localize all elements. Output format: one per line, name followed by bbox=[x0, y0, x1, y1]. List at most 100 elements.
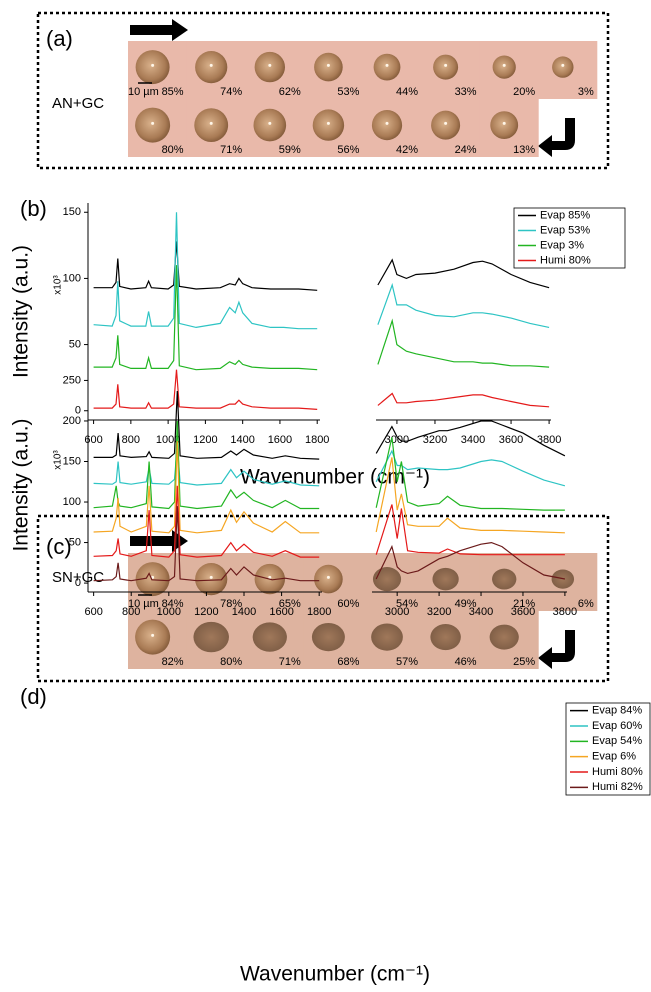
droplet-highlight bbox=[444, 121, 448, 125]
droplet bbox=[314, 564, 343, 594]
spectrum-line bbox=[375, 541, 566, 580]
x-tick-label: 3400 bbox=[461, 434, 485, 446]
spectrum-line bbox=[375, 504, 565, 556]
y-tick-label: 200 bbox=[63, 415, 81, 427]
legend-box bbox=[513, 207, 626, 269]
x-tick-label: 3800 bbox=[537, 434, 561, 446]
x-tick-label: 600 bbox=[84, 606, 102, 618]
droplet bbox=[135, 50, 170, 85]
rh-label: 13% bbox=[513, 144, 535, 156]
droplet bbox=[371, 623, 403, 651]
x-tick-label: 1600 bbox=[268, 434, 292, 446]
legend-label: Evap 85% bbox=[540, 209, 590, 221]
legend-label: Evap 53% bbox=[540, 224, 590, 236]
rh-label: 6% bbox=[578, 598, 594, 610]
spectrum-line bbox=[377, 318, 550, 368]
droplet bbox=[489, 624, 519, 650]
rh-label: 80% bbox=[162, 144, 184, 156]
curved-arrow bbox=[538, 630, 575, 669]
droplet-highlight bbox=[326, 63, 330, 67]
droplet bbox=[492, 568, 517, 590]
x-tick-label: 3400 bbox=[469, 606, 493, 618]
droplet bbox=[195, 51, 228, 84]
sample-name: AN+GC bbox=[52, 95, 104, 112]
spectrum-line bbox=[377, 282, 550, 328]
sample-name: SN+GC bbox=[52, 569, 104, 586]
rh-label: 82% bbox=[162, 656, 184, 668]
spectrum-line bbox=[93, 265, 318, 371]
droplet bbox=[195, 563, 228, 596]
droplet bbox=[430, 624, 461, 651]
y-tick-label: 0 bbox=[75, 405, 81, 417]
droplet-highlight bbox=[561, 63, 565, 67]
rh-label: 85% bbox=[162, 86, 184, 98]
droplet bbox=[254, 51, 286, 83]
rh-label: 53% bbox=[337, 86, 359, 98]
legend-label: Evap 84% bbox=[592, 705, 642, 717]
droplet-highlight bbox=[502, 121, 506, 125]
y-axis-label: Intensity (a.u.) bbox=[10, 245, 33, 378]
legend-label: Evap 54% bbox=[592, 735, 642, 747]
x-tick-label: 800 bbox=[122, 606, 140, 618]
curved-arrow bbox=[538, 118, 575, 157]
droplet-highlight bbox=[268, 63, 272, 67]
spectrum-line bbox=[375, 449, 566, 487]
droplet bbox=[311, 622, 345, 652]
spectrum-line bbox=[377, 258, 550, 289]
spectrum-line bbox=[93, 241, 318, 291]
rh-label: 33% bbox=[455, 86, 477, 98]
panel-label: (a) bbox=[46, 26, 73, 51]
droplet-highlight bbox=[151, 575, 155, 579]
droplet-highlight bbox=[385, 63, 389, 67]
droplet bbox=[135, 562, 170, 597]
rh-label: 57% bbox=[396, 656, 418, 668]
panel-frame bbox=[36, 514, 610, 683]
droplet bbox=[432, 567, 459, 591]
spectrum-line bbox=[93, 420, 320, 510]
y-tick-label: 150 bbox=[63, 206, 81, 218]
spectrum-line bbox=[375, 457, 565, 534]
content: (a) AN+GC 85% 74% 62% 53% 44% 33% 20% 3% 80% 71% 59%… bbox=[10, 26, 651, 986]
x-tick-label: 3200 bbox=[423, 434, 447, 446]
droplet bbox=[194, 108, 229, 142]
droplet-highlight bbox=[209, 121, 213, 125]
droplet-highlight bbox=[444, 63, 448, 67]
droplet bbox=[490, 111, 519, 139]
spectrum-line bbox=[375, 437, 565, 511]
x-tick-label: 3800 bbox=[553, 606, 577, 618]
rh-label: 42% bbox=[396, 144, 418, 156]
rh-label: 71% bbox=[220, 144, 242, 156]
x-tick-label: 1200 bbox=[193, 434, 217, 446]
rh-label: 68% bbox=[337, 656, 359, 668]
y-tick-label: 250 bbox=[63, 374, 81, 386]
rh-label: 44% bbox=[396, 86, 418, 98]
rh-label: 80% bbox=[220, 656, 242, 668]
y-tick-label: 150 bbox=[63, 455, 81, 467]
droplet-highlight bbox=[502, 63, 506, 67]
spectrum-line bbox=[375, 420, 566, 457]
panel-label: (b) bbox=[20, 196, 47, 221]
x-axis-label: Wavenumber (cm⁻¹) bbox=[240, 466, 430, 489]
x-tick-label: 1000 bbox=[156, 434, 180, 446]
droplet bbox=[371, 110, 403, 141]
droplet-highlight bbox=[209, 63, 213, 67]
droplet-highlight bbox=[385, 121, 389, 125]
legend-label: Humi 80% bbox=[592, 766, 643, 778]
droplet bbox=[372, 567, 402, 592]
x-tick-label: 600 bbox=[84, 434, 102, 446]
droplet-highlight bbox=[151, 63, 155, 67]
x-tick-label: 3600 bbox=[511, 606, 535, 618]
droplet bbox=[431, 110, 461, 140]
droplet-highlight bbox=[326, 575, 330, 579]
spectrum-line bbox=[93, 441, 320, 534]
droplet-highlight bbox=[268, 575, 272, 579]
rh-label: 24% bbox=[455, 144, 477, 156]
droplet bbox=[552, 56, 574, 78]
x-tick-label: 800 bbox=[122, 434, 140, 446]
spectrum-line bbox=[93, 369, 318, 410]
rh-label: 3% bbox=[578, 86, 594, 98]
droplet-highlight bbox=[151, 121, 155, 125]
legend-label: Evap 60% bbox=[592, 720, 642, 732]
x-axis-label: Wavenumber (cm⁻¹) bbox=[240, 963, 430, 986]
